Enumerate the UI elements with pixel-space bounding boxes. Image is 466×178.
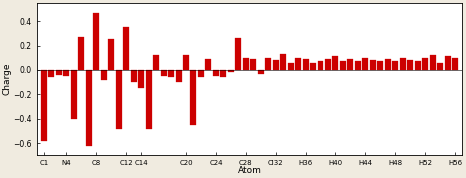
Bar bbox=[340, 61, 346, 70]
Bar bbox=[370, 60, 376, 70]
Y-axis label: Charge: Charge bbox=[3, 63, 12, 95]
Bar bbox=[288, 63, 294, 70]
Bar bbox=[250, 59, 256, 70]
Bar bbox=[78, 37, 84, 70]
Bar bbox=[146, 70, 151, 129]
Bar bbox=[295, 58, 301, 70]
Bar bbox=[332, 56, 338, 70]
Bar bbox=[400, 58, 406, 70]
Bar bbox=[363, 58, 368, 70]
Bar bbox=[422, 58, 428, 70]
Bar bbox=[348, 59, 353, 70]
Bar bbox=[273, 60, 279, 70]
Bar bbox=[385, 59, 391, 70]
Bar bbox=[153, 55, 159, 70]
Bar bbox=[168, 70, 174, 77]
Bar bbox=[198, 70, 204, 77]
Bar bbox=[407, 60, 413, 70]
Bar bbox=[71, 70, 77, 119]
Bar bbox=[280, 54, 286, 70]
Bar bbox=[430, 55, 436, 70]
Bar bbox=[123, 27, 129, 70]
Bar bbox=[130, 70, 137, 82]
Bar bbox=[183, 55, 189, 70]
Bar bbox=[48, 70, 55, 77]
Bar bbox=[265, 58, 271, 70]
Bar bbox=[138, 70, 144, 88]
Bar bbox=[93, 12, 99, 70]
Bar bbox=[452, 58, 458, 70]
Bar bbox=[310, 63, 316, 70]
Bar bbox=[235, 38, 241, 70]
Bar bbox=[63, 70, 69, 76]
Bar bbox=[445, 56, 451, 70]
Bar bbox=[220, 70, 226, 77]
Bar bbox=[161, 70, 166, 76]
Bar bbox=[258, 70, 264, 74]
Bar bbox=[101, 70, 107, 80]
Bar bbox=[437, 63, 443, 70]
Bar bbox=[56, 70, 62, 75]
Bar bbox=[325, 59, 331, 70]
Bar bbox=[302, 59, 308, 70]
Bar bbox=[377, 61, 383, 70]
Bar bbox=[228, 70, 234, 72]
Bar bbox=[191, 70, 197, 125]
Bar bbox=[243, 58, 249, 70]
Bar bbox=[206, 59, 212, 70]
Bar bbox=[392, 61, 398, 70]
X-axis label: Atom: Atom bbox=[238, 166, 261, 175]
Bar bbox=[41, 70, 47, 141]
Bar bbox=[415, 61, 421, 70]
Bar bbox=[86, 70, 92, 146]
Bar bbox=[116, 70, 122, 129]
Bar bbox=[355, 61, 361, 70]
Bar bbox=[317, 61, 323, 70]
Bar bbox=[176, 70, 181, 82]
Bar bbox=[213, 70, 219, 76]
Bar bbox=[108, 39, 114, 70]
